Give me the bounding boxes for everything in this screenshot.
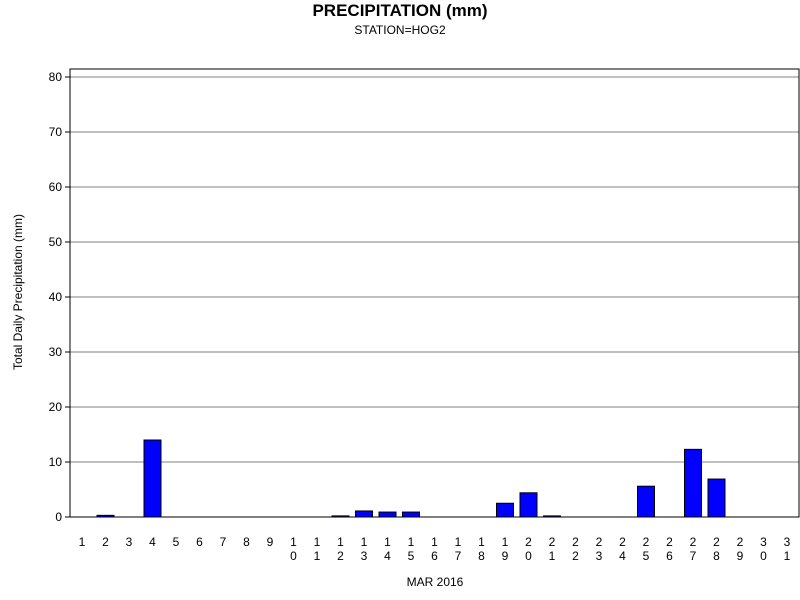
bar-day-25 [637, 485, 655, 518]
y-tick-label: 0 [55, 510, 62, 524]
x-axis-label: MAR 2016 [406, 575, 464, 589]
bar-day-21 [543, 515, 561, 518]
x-tick-label: 7 [220, 535, 227, 549]
bar-day-19 [496, 502, 514, 518]
y-tick-label: 30 [49, 345, 63, 359]
y-tick-label: 50 [49, 235, 63, 249]
y-tick-label: 20 [49, 400, 63, 414]
chart-title: PRECIPITATION (mm) [312, 1, 488, 20]
bar-day-20 [519, 492, 538, 518]
y-tick-label: 10 [49, 455, 63, 469]
bar-day-14 [378, 511, 397, 518]
y-tick-label: 80 [49, 70, 63, 84]
x-tick-label: 3 [126, 535, 133, 549]
y-tick-label: 70 [49, 125, 63, 139]
y-tick-label: 40 [49, 290, 63, 304]
bar-day-27 [684, 448, 702, 518]
bar-day-13 [355, 510, 373, 518]
x-tick-label: 6 [196, 535, 203, 549]
x-tick-label: 4 [149, 535, 156, 549]
x-tick-label: 5 [173, 535, 180, 549]
x-tick-label: 2 [102, 535, 109, 549]
bar-day-15 [402, 511, 420, 518]
x-tick-label: 1 [79, 535, 86, 549]
plot-frame [69, 68, 800, 518]
bar-day-12 [331, 515, 350, 518]
y-tick-label: 60 [49, 180, 63, 194]
chart-subtitle: STATION=HOG2 [354, 23, 446, 37]
x-tick-label: 9 [267, 535, 274, 549]
x-tick-label: 8 [243, 535, 250, 549]
bar-day-28 [707, 478, 726, 518]
bar-day-2 [96, 514, 115, 518]
bar-day-4 [143, 439, 162, 518]
